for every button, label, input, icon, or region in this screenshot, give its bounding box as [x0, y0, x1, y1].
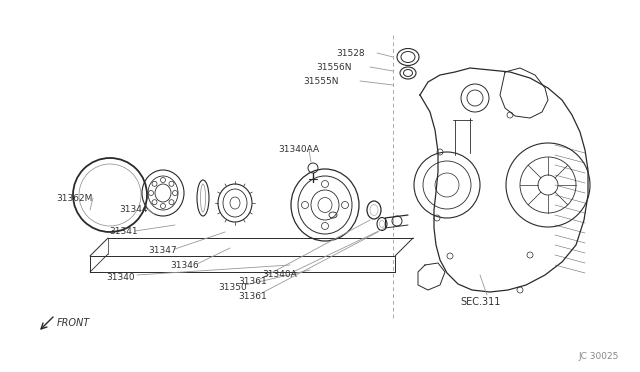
Text: 31341: 31341	[109, 227, 138, 236]
Text: 31362M: 31362M	[56, 194, 92, 203]
Text: 31350: 31350	[218, 283, 247, 292]
Text: 31361: 31361	[238, 277, 267, 286]
Text: 31528: 31528	[336, 49, 365, 58]
Text: 31555N: 31555N	[303, 77, 339, 86]
Text: 31361: 31361	[238, 292, 267, 301]
Text: 31344: 31344	[119, 205, 147, 214]
Text: 31340A: 31340A	[262, 270, 297, 279]
Text: JC 30025: JC 30025	[578, 352, 618, 361]
Text: FRONT: FRONT	[57, 318, 90, 328]
Text: 31346: 31346	[170, 261, 198, 270]
Text: 31340: 31340	[106, 273, 134, 282]
Text: 31556N: 31556N	[316, 63, 351, 72]
Text: 31347: 31347	[148, 246, 177, 255]
Text: SEC.311: SEC.311	[460, 297, 500, 307]
Text: 31340AA: 31340AA	[278, 145, 319, 154]
